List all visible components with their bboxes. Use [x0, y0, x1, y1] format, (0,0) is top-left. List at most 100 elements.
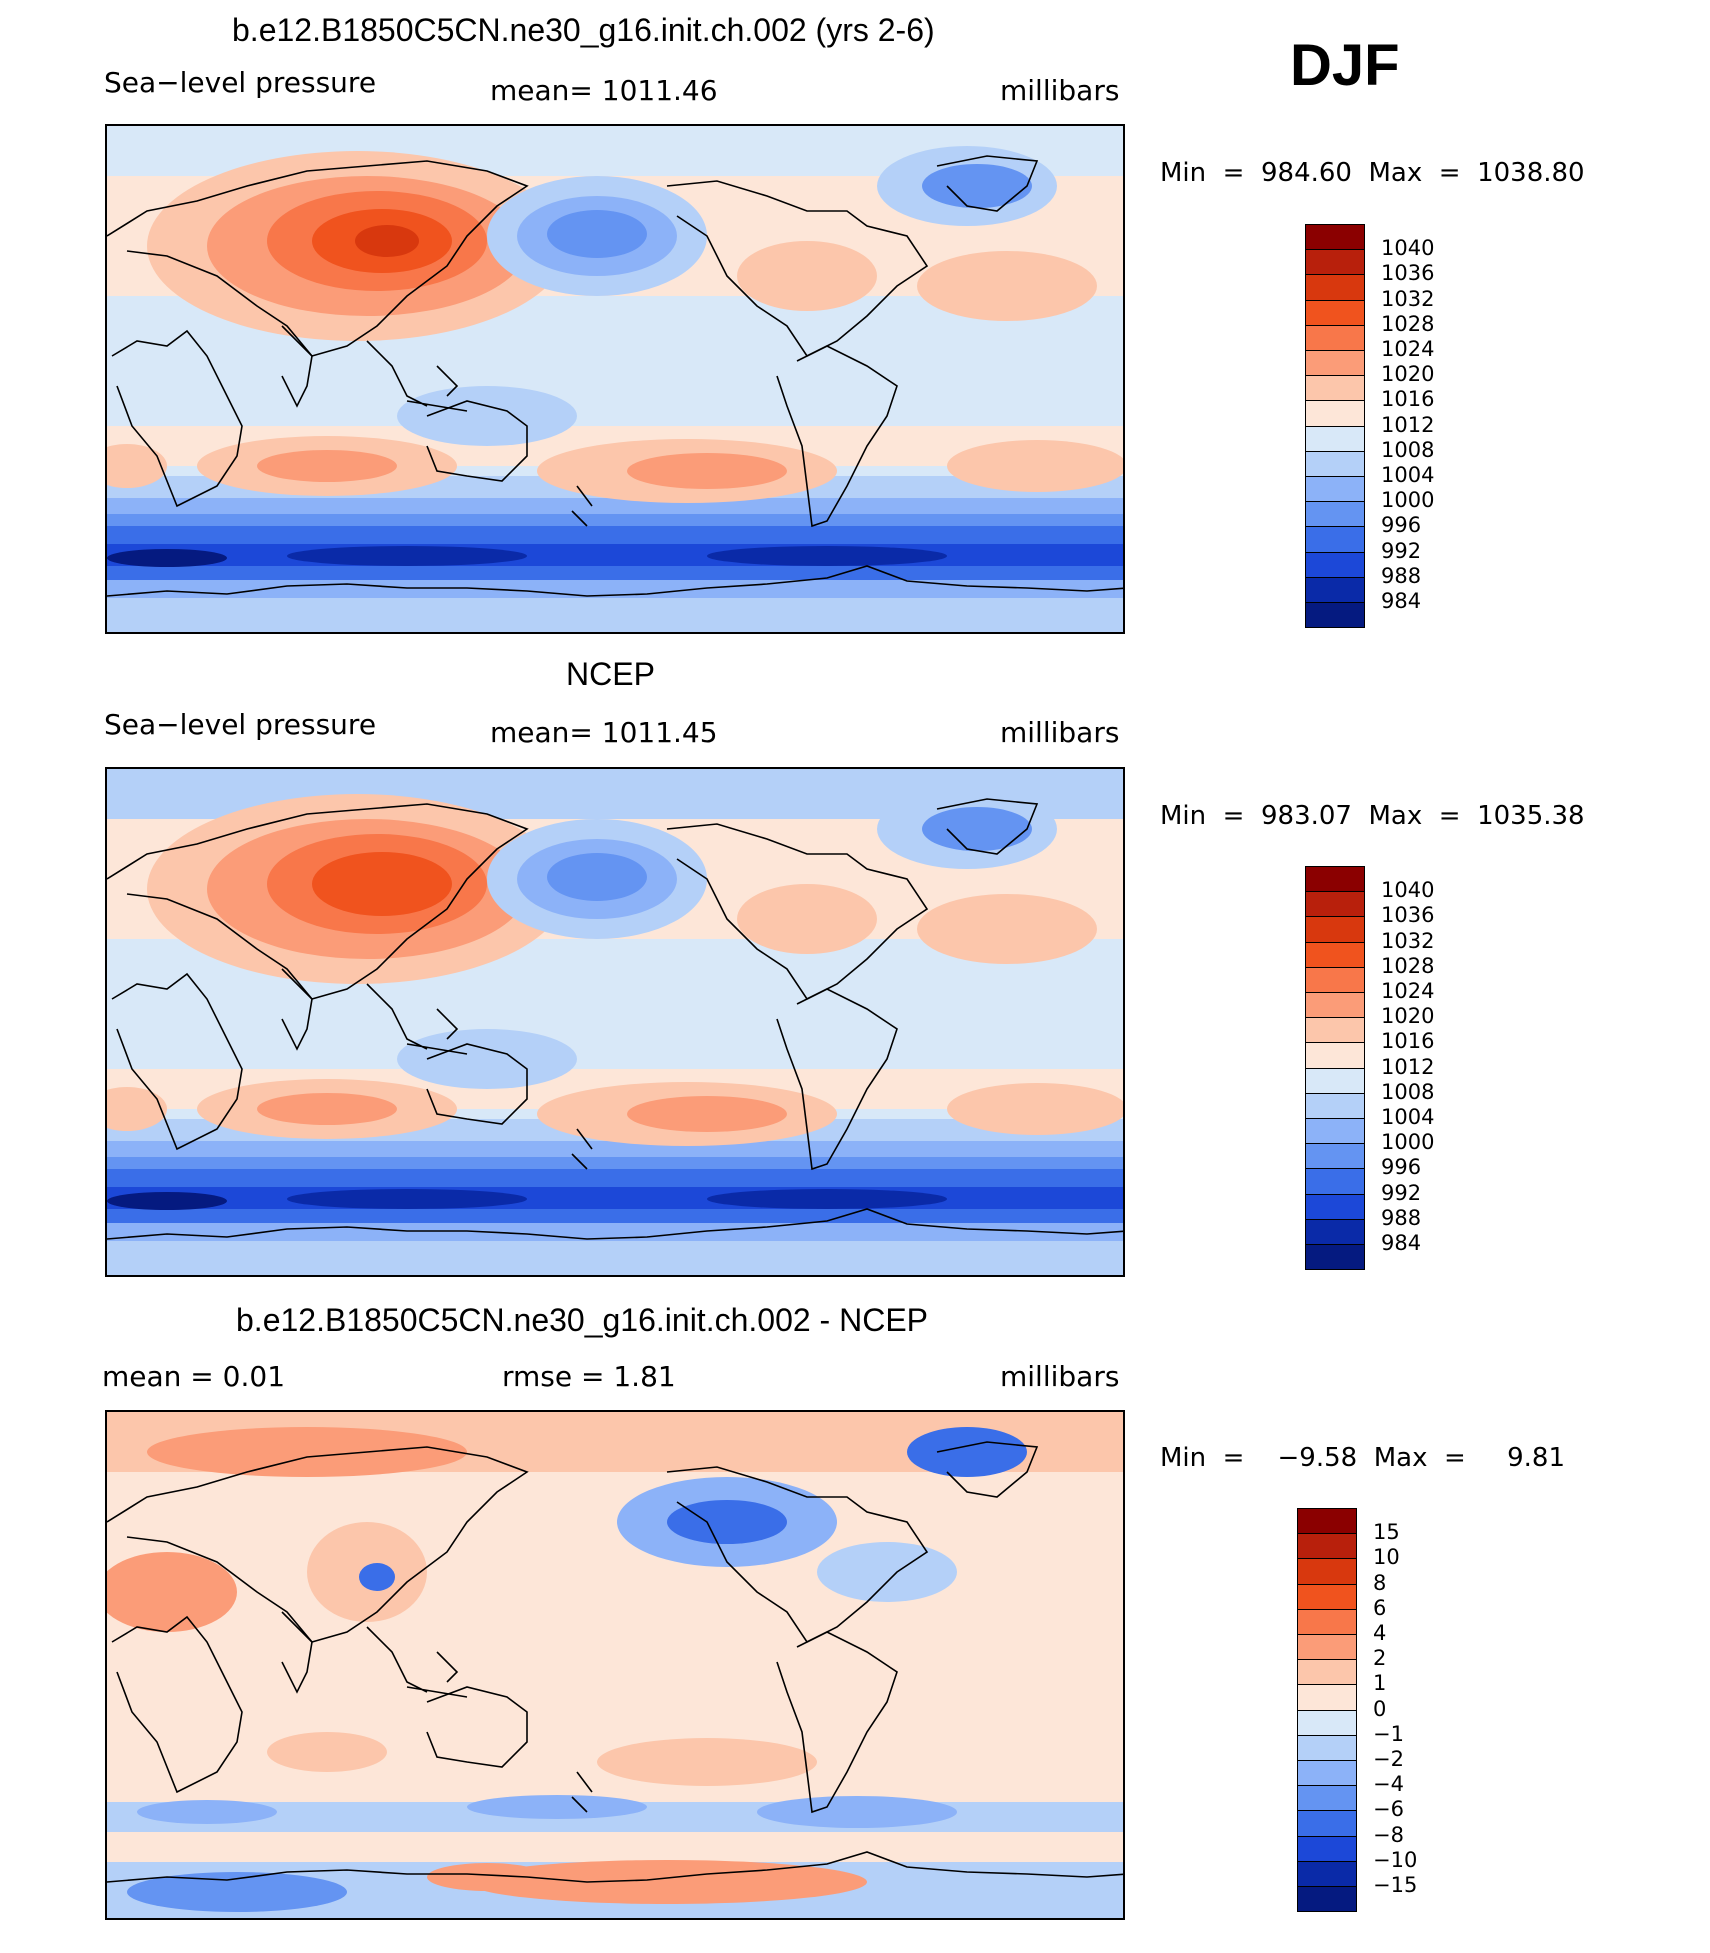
pressure-contour — [107, 549, 227, 567]
panel1-map — [105, 124, 1125, 634]
colorbar-label: 1036 — [1381, 903, 1435, 928]
coastline — [107, 160, 529, 357]
colorbar-swatch — [1305, 299, 1365, 326]
pressure-contour — [947, 440, 1123, 492]
colorbar-swatch — [1297, 1709, 1357, 1736]
coastline — [281, 968, 313, 1051]
colorbar-swatch — [1297, 1835, 1357, 1862]
latitude-band — [107, 514, 1123, 528]
coastline — [107, 565, 1123, 597]
pressure-contour — [107, 444, 167, 488]
panel1-units: millibars — [1000, 74, 1120, 107]
colorbar-label: 1020 — [1381, 362, 1435, 387]
colorbar-label: −6 — [1373, 1797, 1404, 1822]
pressure-contour — [627, 1096, 787, 1132]
coastline — [936, 798, 1039, 855]
panel2-variable: Sea−level pressure — [104, 708, 377, 741]
pressure-contour — [127, 1872, 347, 1912]
colorbar-swatch — [1305, 1017, 1365, 1044]
coastline — [426, 400, 528, 482]
colorbar-swatch — [1297, 1734, 1357, 1761]
colorbar-label: 1000 — [1381, 1130, 1435, 1155]
colorbar-swatch — [1305, 551, 1365, 578]
panel3-title: b.e12.B1850C5CN.ne30_g16.init.ch.002 - N… — [236, 1302, 928, 1338]
colorbar-label: 6 — [1373, 1595, 1387, 1620]
colorbar-swatch — [1305, 1092, 1365, 1119]
pressure-contour — [467, 1795, 647, 1819]
coastline — [666, 1466, 929, 1644]
coastline — [426, 1043, 528, 1125]
panel3-rmse: rmse = 1.81 — [502, 1360, 676, 1393]
colorbar-label: 0 — [1373, 1696, 1387, 1721]
coastline — [107, 803, 529, 1000]
colorbar-swatch — [1305, 1168, 1365, 1195]
latitude-band — [107, 1169, 1123, 1189]
pressure-contour — [817, 1542, 957, 1602]
colorbar-label: 15 — [1373, 1520, 1400, 1545]
colorbar-swatch — [1297, 1659, 1357, 1686]
colorbar-label: 988 — [1381, 1205, 1422, 1230]
colorbar-swatch — [1297, 1608, 1357, 1635]
colorbar-label: −15 — [1373, 1873, 1418, 1897]
colorbar-swatch — [1305, 576, 1365, 603]
coastline — [107, 1446, 529, 1643]
pressure-contour — [267, 1732, 387, 1772]
coastline — [111, 972, 243, 1151]
colorbar-swatch — [1305, 1143, 1365, 1170]
colorbar-swatch — [1305, 866, 1365, 893]
colorbar-label: 984 — [1381, 589, 1422, 613]
coastline — [366, 340, 468, 412]
pressure-contour — [397, 386, 577, 446]
colorbar-label: −4 — [1373, 1772, 1404, 1797]
colorbar-swatch — [1305, 224, 1365, 251]
colorbar-label: 992 — [1381, 538, 1422, 563]
colorbar-label: 1012 — [1381, 412, 1435, 437]
pressure-contour — [107, 1552, 237, 1632]
panel3-mean: mean = 0.01 — [102, 1360, 286, 1393]
pressure-contour — [397, 1029, 577, 1089]
coastline — [666, 823, 929, 1001]
panel2-title: NCEP — [566, 656, 655, 692]
pressure-contour — [467, 1860, 867, 1904]
panel1-mean: mean= 1011.46 — [490, 74, 718, 107]
colorbar-swatch — [1297, 1785, 1357, 1812]
latitude-band — [107, 1141, 1123, 1159]
colorbar-swatch — [1297, 1860, 1357, 1887]
colorbar-swatch — [1297, 1684, 1357, 1711]
pressure-contour — [917, 251, 1097, 321]
colorbar-label: 1028 — [1381, 953, 1435, 978]
colorbar-swatch — [1305, 324, 1365, 351]
coastline — [281, 325, 313, 408]
colorbar-label: 984 — [1381, 1231, 1422, 1255]
pressure-contour — [147, 1427, 467, 1477]
colorbar-label: 1008 — [1381, 437, 1435, 462]
colorbar-swatch — [1297, 1634, 1357, 1661]
colorbar-label: 10 — [1373, 1545, 1400, 1570]
coastline — [426, 1686, 528, 1768]
pressure-contour — [667, 1500, 787, 1544]
coastline — [107, 1208, 1123, 1240]
pressure-contour — [922, 164, 1032, 208]
pressure-contour — [257, 1093, 397, 1125]
panel1-minmax: Min = 984.60 Max = 1038.80 — [1160, 158, 1585, 188]
pressure-contour — [287, 1189, 527, 1209]
colorbar-label: 1004 — [1381, 1105, 1435, 1129]
coastline — [571, 1128, 593, 1170]
colorbar-swatch — [1305, 1193, 1365, 1220]
colorbar-swatch — [1297, 1508, 1357, 1535]
colorbar-swatch — [1297, 1558, 1357, 1585]
panel2-units: millibars — [1000, 716, 1120, 749]
colorbar-label: 1016 — [1381, 387, 1435, 412]
pressure-contour — [257, 450, 397, 482]
season-label: DJF — [1290, 33, 1400, 98]
panel1-variable: Sea−level pressure — [104, 66, 377, 99]
colorbar-label: 1028 — [1381, 311, 1435, 336]
colorbar-swatch — [1305, 375, 1365, 402]
latitude-band — [107, 1241, 1123, 1275]
pressure-contour — [427, 1863, 547, 1891]
colorbar-swatch — [1305, 400, 1365, 427]
pressure-contour — [597, 1738, 817, 1786]
coastline — [366, 1626, 468, 1698]
latitude-band — [107, 526, 1123, 546]
colorbar-swatch — [1305, 1244, 1365, 1271]
